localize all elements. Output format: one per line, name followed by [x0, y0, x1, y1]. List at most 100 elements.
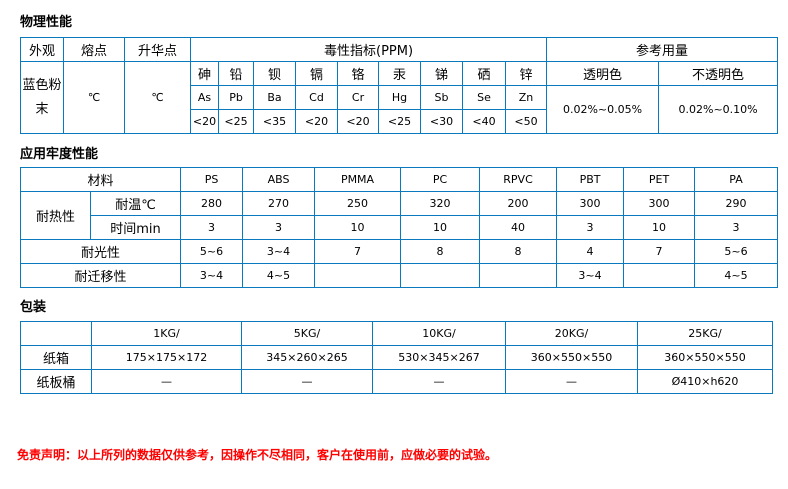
light-fastness-label: 耐光性	[19, 239, 182, 264]
light-fastness-value: 7	[314, 239, 402, 264]
temperature-label: 耐温℃	[89, 191, 182, 216]
migration-value	[400, 263, 481, 288]
element-limit: <20	[190, 109, 219, 134]
package-size: 1KG/	[91, 321, 242, 346]
migration-value	[314, 263, 402, 288]
time-value: 10	[623, 215, 696, 240]
dosage-label: 透明色	[546, 61, 660, 86]
package-dimension: —	[505, 369, 638, 394]
package-type: 纸板桶	[20, 369, 92, 394]
table-row: 耐热性 耐温℃ 280 270 250 320 200 300 300 290	[20, 191, 779, 240]
header-dosage: 参考用量	[546, 37, 779, 62]
element-name: 钡	[253, 61, 296, 86]
header-appearance: 外观	[20, 37, 64, 62]
time-value: 3	[556, 215, 625, 240]
time-value: 3	[242, 215, 316, 240]
element-name: 硒	[462, 61, 506, 86]
element-limit: <20	[337, 109, 379, 134]
temperature-value: 270	[242, 191, 316, 216]
header-melting-point: 熔点	[63, 37, 125, 62]
material-name: PET	[623, 167, 696, 192]
table-row: 1KG/5KG/10KG/20KG/25KG/	[20, 321, 773, 346]
temperature-value: 290	[694, 191, 779, 216]
header-sublimation-point: 升华点	[124, 37, 191, 62]
melting-point-value: ℃	[63, 61, 125, 134]
element-name: 汞	[378, 61, 421, 86]
light-fastness-value: 4	[556, 239, 625, 264]
element-name: 铬	[337, 61, 379, 86]
package-size: 20KG/	[505, 321, 638, 346]
header-toxicity: 毒性指标(PPM)	[189, 37, 548, 62]
package-type: 纸箱	[20, 345, 92, 370]
package-dimension: 360×550×550	[637, 345, 773, 370]
material-name: PMMA	[314, 167, 402, 192]
element-symbol: Zn	[504, 85, 548, 110]
package-size: 25KG/	[637, 321, 773, 346]
time-label: 时间min	[89, 215, 182, 240]
packaging-title: 包装	[20, 300, 47, 315]
physical-properties-table: 外观 熔点 升华点 毒性指标(PPM) 参考用量 蓝色粉末 ℃ ℃ 砷铅钡镉铬汞锑硒锌透明色 不透…	[20, 37, 779, 134]
table-row: As Pb Ba Cd Cr Hg Sb Se Zn 0.02%~0.05% 0.02%~0.10%	[21, 85, 779, 134]
temperature-value: 300	[556, 191, 625, 216]
header-material: 材料	[19, 167, 182, 192]
migration-value	[479, 263, 558, 288]
heat-resistance-label: 耐热性	[20, 191, 91, 240]
table-row: 蓝色粉末 ℃ ℃ 砷铅钡镉铬汞锑硒锌透明色 不透明色	[20, 61, 779, 134]
element-limit: <40	[462, 109, 506, 134]
element-limit: <25	[378, 109, 421, 134]
time-value: 10	[400, 215, 481, 240]
element-name: 铅	[218, 61, 254, 86]
package-dimension: —	[91, 369, 242, 394]
package-dimension: 175×175×172	[91, 345, 242, 370]
table-row: 耐迁移性 3~4 4~5 3~4 4~5	[19, 263, 779, 288]
temperature-value: 250	[314, 191, 402, 216]
element-symbol: As	[190, 85, 219, 110]
element-name: 锌	[504, 61, 548, 86]
element-name: 砷	[190, 61, 219, 86]
table-row: 材料 PS ABS PMMA PC RPVC PBT PET PA	[19, 167, 779, 192]
element-symbol: Pb	[218, 85, 254, 110]
fastness-table: 材料 PS ABS PMMA PC RPVC PBT PET PA 耐热性 耐温℃ 280 270 250…	[19, 167, 779, 288]
package-dimension: 530×345×267	[372, 345, 506, 370]
migration-label: 耐迁移性	[19, 263, 182, 288]
light-fastness-value: 8	[479, 239, 558, 264]
element-limit: <30	[420, 109, 463, 134]
fastness-title: 应用牢度性能	[20, 147, 99, 162]
element-limit: <20	[295, 109, 338, 134]
sublimation-point-value: ℃	[124, 61, 191, 134]
material-name: ABS	[242, 167, 316, 192]
appearance-value: 蓝色粉末	[20, 61, 64, 134]
light-fastness-value: 8	[400, 239, 481, 264]
element-symbol: Cd	[295, 85, 338, 110]
migration-value: 4~5	[242, 263, 316, 288]
migration-value: 3~4	[556, 263, 625, 288]
table-row: 外观 熔点 升华点 毒性指标(PPM) 参考用量	[20, 37, 779, 62]
element-limit: <25	[218, 109, 254, 134]
temperature-value: 280	[180, 191, 244, 216]
light-fastness-value: 5~6	[180, 239, 244, 264]
package-dimension: 360×550×550	[505, 345, 638, 370]
material-name: PBT	[556, 167, 625, 192]
element-symbol: Hg	[378, 85, 421, 110]
migration-value: 3~4	[180, 263, 244, 288]
light-fastness-value: 5~6	[694, 239, 779, 264]
empty-corner	[20, 321, 92, 346]
table-row: 时间min 3 3 10 10 40 3 10 3	[21, 215, 779, 240]
time-value: 3	[180, 215, 244, 240]
temperature-value: 320	[400, 191, 481, 216]
package-size: 5KG/	[241, 321, 373, 346]
time-value: 40	[479, 215, 558, 240]
migration-value	[623, 263, 696, 288]
material-name: PC	[400, 167, 481, 192]
material-name: PA	[694, 167, 779, 192]
package-dimension: Ø410×h620	[637, 369, 773, 394]
table-row: 纸箱 175×175×172 345×260×265 530×345×267 360×5…	[20, 345, 773, 370]
element-name: 锑	[420, 61, 463, 86]
element-symbol: Se	[462, 85, 506, 110]
table-row: <20 <25 <35 <20 <20 <25 <30 <40 <50	[21, 109, 778, 134]
element-limit: <50	[504, 109, 548, 134]
migration-value: 4~5	[694, 263, 779, 288]
table-row: 耐光性 5~6 3~4 7 8 8 4 7 5~6	[19, 239, 779, 264]
element-symbol: Ba	[253, 85, 296, 110]
light-fastness-value: 3~4	[242, 239, 316, 264]
